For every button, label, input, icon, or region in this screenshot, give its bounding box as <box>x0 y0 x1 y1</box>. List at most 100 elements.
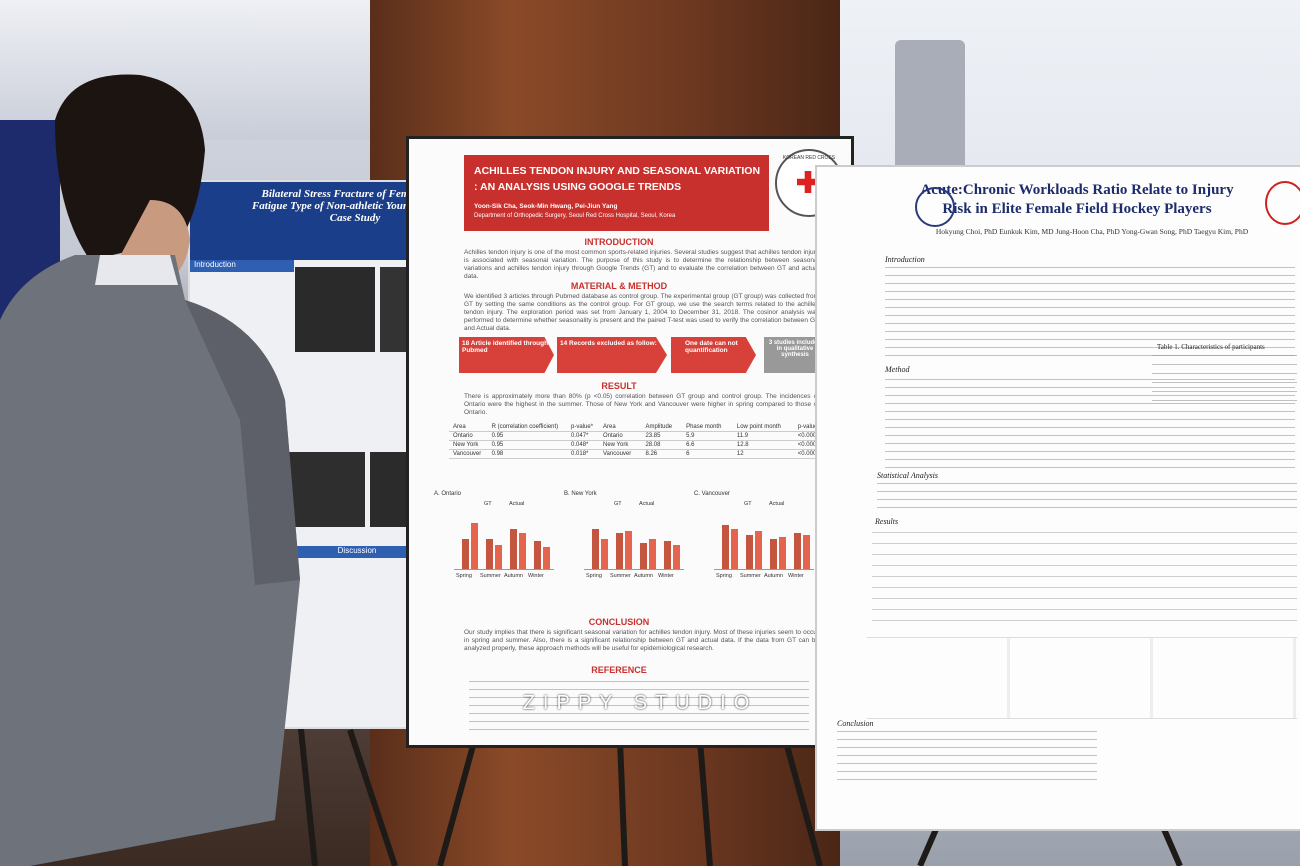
section-heading: Conclusion <box>837 719 874 728</box>
cell: 0.018* <box>567 449 599 459</box>
logo <box>1265 181 1300 225</box>
header-cell: R (correlation coefficient) <box>487 423 568 432</box>
x-tick-label: Summer <box>740 573 761 579</box>
cell: New York <box>449 440 488 450</box>
poster-header: ACHILLES TENDON INJURY AND SEASONAL VARI… <box>464 155 769 231</box>
paragraph: Our study implies that there is signific… <box>464 629 819 652</box>
flow-step: One date can not quantification <box>671 337 756 373</box>
bar <box>616 533 623 569</box>
bar <box>462 539 469 569</box>
cell: 0.95 <box>487 440 568 450</box>
plot-area <box>454 511 554 570</box>
text-lines <box>885 267 1295 357</box>
affiliation: Department of Orthopedic Surgery, Seoul … <box>474 213 676 219</box>
x-tick-label: Winter <box>788 573 804 579</box>
section-heading: REFERENCE <box>591 665 647 675</box>
header-cell: Amplitude <box>641 423 683 432</box>
x-tick-label: Autumn <box>634 573 653 579</box>
mini-chart: C. Vancouver GT Actual Spring Summer Autumn Wi… <box>694 491 819 596</box>
chart-panel: A. Ontario GT Actual Spring Summer Autumn Wint… <box>434 491 834 596</box>
bar <box>510 529 517 569</box>
text-lines <box>885 379 1295 469</box>
bar <box>731 529 738 569</box>
cell: 0.98 <box>487 449 568 459</box>
x-tick-label: Summer <box>480 573 501 579</box>
result-tables <box>872 532 1297 627</box>
bar <box>779 537 786 569</box>
section-heading: MATERIAL & METHOD <box>570 281 668 291</box>
mini-chart: B. New York GT Actual Spring Summer Autumn Win… <box>564 491 689 596</box>
flow-chart: 18 Article identified through Pubmed 14 … <box>459 337 829 375</box>
section-heading: Statistical Analysis <box>877 471 938 480</box>
plot-area <box>714 511 814 570</box>
text-lines <box>877 483 1297 513</box>
x-tick-label: Winter <box>528 573 544 579</box>
cell: 5.9 <box>682 431 733 441</box>
right-poster: Acute:Chronic Workloads Ratio Relate to … <box>815 165 1300 831</box>
cell: 6.6 <box>682 440 733 450</box>
x-tick-label: Spring <box>716 573 732 579</box>
xray-image <box>285 452 365 527</box>
cell: 23.85 <box>641 431 683 441</box>
section-heading: Results <box>875 517 899 526</box>
cell: 28.08 <box>641 440 683 450</box>
chart-title: B. New York <box>564 491 597 497</box>
bar <box>625 531 632 569</box>
reference-lines <box>469 681 809 731</box>
section-heading: Introduction <box>885 255 925 264</box>
bar <box>534 541 541 569</box>
paragraph: We identified 3 articles through Pubmed … <box>464 293 819 332</box>
legend-entry: GT <box>614 501 622 507</box>
cell: 0.047* <box>567 431 599 441</box>
bar <box>673 545 680 569</box>
header-cell: Low point month <box>732 423 794 432</box>
bar <box>746 535 753 569</box>
bar <box>755 531 762 569</box>
cell: <0.000 <box>793 449 829 459</box>
legend-entry: GT <box>484 501 492 507</box>
bar <box>495 545 502 569</box>
cell: <0.000 <box>793 440 829 450</box>
x-tick-label: Autumn <box>764 573 783 579</box>
bar <box>649 539 656 569</box>
cell: 12.8 <box>732 440 794 450</box>
text-lines <box>837 731 1097 781</box>
bar <box>601 539 608 569</box>
flow-step: 18 Article identified through Pubmed <box>459 337 554 373</box>
paragraph: There is approximately more than 80% (p … <box>464 393 819 416</box>
bar <box>640 543 647 569</box>
x-tick-label: Winter <box>658 573 674 579</box>
x-tick-label: Spring <box>456 573 472 579</box>
header-cell: p-value* <box>567 423 599 432</box>
section-heading: INTRODUCTION <box>584 237 654 247</box>
bar <box>543 547 550 569</box>
table: Area R (correlation coefficient) p-value* … <box>449 423 599 459</box>
section-heading: CONCLUSION <box>588 617 650 627</box>
table: Area Amplitude Phase month Low point month p… <box>599 423 829 459</box>
x-tick-label: Spring <box>586 573 602 579</box>
chart-title: A. Ontario <box>434 491 462 497</box>
chart-title: C. Vancouver <box>694 491 730 497</box>
legend-entry: Actual <box>639 501 655 507</box>
cell: 11.9 <box>732 431 794 441</box>
authors: Hokyung Choi, PhD Eunkuk Kim, MD Jung-Ho… <box>935 227 1249 236</box>
cell: 0.048* <box>567 440 599 450</box>
poster-title: ACHILLES TENDON INJURY AND SEASONAL VARI… <box>474 165 761 193</box>
logo-text: KOREAN RED CROSS <box>782 155 836 161</box>
figure-row <box>867 637 1297 719</box>
xray-image <box>295 267 375 352</box>
header-cell: Phase month <box>682 423 733 432</box>
poster-title: Acute:Chronic Workloads Ratio Relate to … <box>920 182 1234 217</box>
mini-chart: A. Ontario GT Actual Spring Summer Autumn Wint… <box>434 491 559 596</box>
logo <box>915 187 955 227</box>
bar <box>803 535 810 569</box>
legend-entry: Actual <box>769 501 785 507</box>
watermark: ZIPPY STUDIO <box>522 692 758 714</box>
plot-area <box>584 511 684 570</box>
cell: 12 <box>732 449 794 459</box>
legend-entry: Actual <box>509 501 525 507</box>
cell: <0.000 <box>793 431 829 441</box>
bar <box>592 529 599 569</box>
equipment <box>895 40 965 180</box>
paragraph: Achilles tendon injury is one of the mos… <box>464 249 819 280</box>
